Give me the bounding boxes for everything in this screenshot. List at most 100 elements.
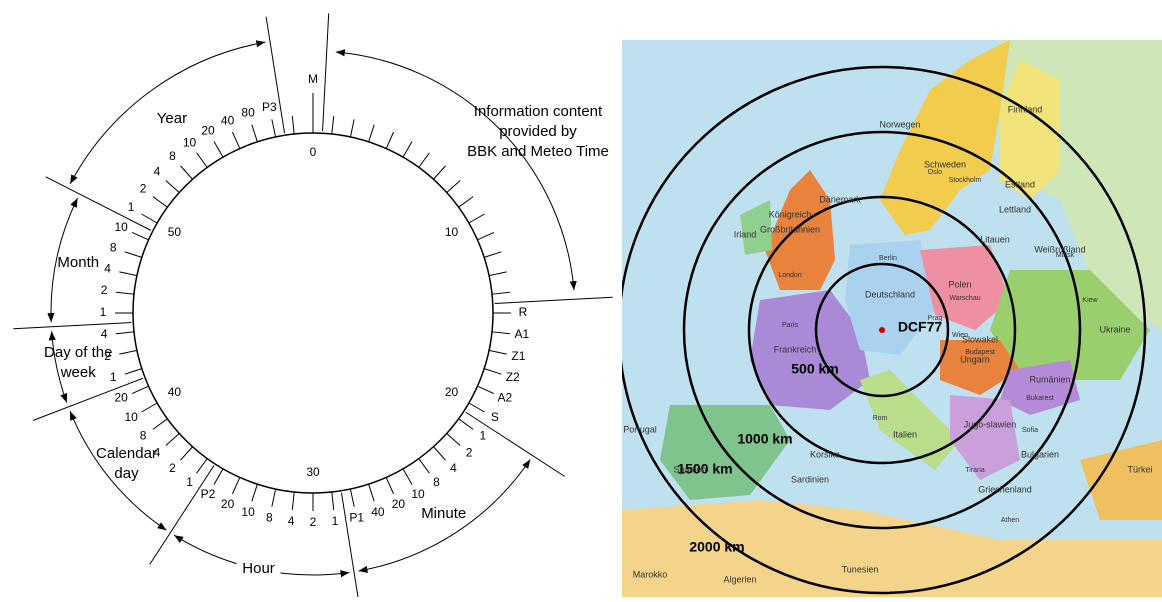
- place-label: Marokko: [633, 569, 668, 579]
- bit-label: 10: [411, 487, 425, 501]
- place-label: Sofia: [1022, 427, 1038, 434]
- tick: [402, 141, 413, 158]
- map: 500 km 1000 km 1500 km 2000 km DCF77 Deutschl…: [622, 40, 1162, 597]
- place-label: Prag: [928, 315, 943, 322]
- land: [920, 245, 1010, 330]
- tick: [152, 418, 168, 430]
- tick: [165, 433, 180, 446]
- group-boundary: [45, 176, 152, 231]
- place-label: Litauen: [980, 234, 1010, 244]
- ring: [132, 132, 494, 494]
- tick: [458, 196, 474, 208]
- group-boundary: [265, 16, 286, 134]
- bit-label: 2: [104, 349, 111, 363]
- land: [880, 40, 1010, 235]
- bit-label: 1: [332, 514, 339, 528]
- bit-label: 4: [450, 461, 457, 475]
- place-label: Weißrußland: [1034, 244, 1085, 254]
- bit-label: 2: [140, 182, 147, 196]
- place-label: Spanien: [673, 464, 706, 474]
- group-arc: [69, 410, 167, 531]
- place-label: Slowakei: [962, 334, 998, 344]
- info-label: BBK and Meteo Time: [467, 143, 609, 160]
- group-label: Calendar: [96, 445, 157, 462]
- tick: [488, 271, 507, 277]
- tick: [418, 152, 430, 168]
- bit-label: 8: [169, 149, 176, 163]
- group-boundary: [32, 377, 144, 421]
- place-label: Athen: [1001, 517, 1019, 524]
- group-label: Year: [157, 110, 187, 127]
- tick: [446, 433, 461, 446]
- group-boundary: [13, 322, 132, 330]
- group-label: Minute: [421, 505, 466, 522]
- place-label: Korsika: [810, 449, 840, 459]
- tick: [180, 446, 193, 461]
- group-boundary: [340, 492, 360, 602]
- tick: [251, 124, 258, 142]
- place-label: Königreich: [769, 209, 812, 219]
- land: [950, 395, 1020, 480]
- bit-label: 1: [128, 200, 135, 214]
- label-bg: [236, 560, 281, 579]
- bit-label: Z2: [506, 370, 520, 384]
- group-boundary: [465, 411, 565, 477]
- group-boundary: [149, 465, 215, 565]
- tick: [124, 368, 142, 375]
- place-label: Dänemark: [819, 194, 861, 204]
- place-label: Warschau: [949, 295, 980, 302]
- second-label: 20: [445, 385, 459, 399]
- bit-label: P1: [349, 511, 364, 525]
- bit-label: M: [308, 72, 318, 86]
- bit-label: 1: [186, 475, 193, 489]
- tick: [331, 491, 335, 510]
- tick: [488, 349, 507, 355]
- range-label: 500 km: [791, 361, 838, 377]
- tick: [349, 488, 355, 507]
- tick: [368, 484, 375, 502]
- place-label: Deutschland: [865, 289, 915, 299]
- tick: [232, 131, 241, 149]
- bit-label: 8: [433, 475, 440, 489]
- place-label: Estland: [1005, 179, 1035, 189]
- land: [622, 500, 1162, 597]
- bit-label: 8: [140, 429, 147, 443]
- tick: [491, 331, 510, 335]
- range-label: 2000 km: [689, 539, 744, 555]
- second-label: 50: [168, 225, 182, 239]
- land: [940, 340, 1020, 395]
- tick: [484, 251, 502, 258]
- bit-label: 20: [392, 497, 406, 511]
- tick: [368, 124, 375, 142]
- bit-label: S: [491, 410, 499, 424]
- bit-label: 10: [114, 220, 128, 234]
- range-ring: [622, 65, 1147, 595]
- tick: [468, 213, 485, 224]
- bit-label: 1: [110, 370, 117, 384]
- place-label: Schweden: [924, 159, 966, 169]
- tick: [477, 385, 495, 394]
- group-boundary: [322, 13, 330, 132]
- group-label: Month: [57, 254, 99, 271]
- tick: [271, 119, 277, 138]
- bit-label: 10: [241, 505, 255, 519]
- tick: [484, 368, 502, 375]
- tick: [251, 484, 258, 502]
- range-label: 1000 km: [737, 431, 792, 447]
- tick: [446, 180, 461, 193]
- bit-label: P3: [262, 100, 277, 114]
- bit-label: 2: [101, 283, 108, 297]
- bit-label: 2: [169, 461, 176, 475]
- tick: [119, 271, 138, 277]
- tick: [232, 477, 241, 495]
- land: [765, 170, 835, 290]
- tick: [418, 458, 430, 474]
- tick: [116, 291, 135, 295]
- bit-label: 1: [100, 305, 107, 319]
- place-label: Berlin: [879, 255, 897, 262]
- tick: [124, 251, 142, 258]
- tick: [291, 491, 295, 510]
- timecode-diagram: MRA1Z1Z2A2S1248102040P112481020P21248102…: [13, 13, 613, 602]
- transmitter: [879, 327, 885, 333]
